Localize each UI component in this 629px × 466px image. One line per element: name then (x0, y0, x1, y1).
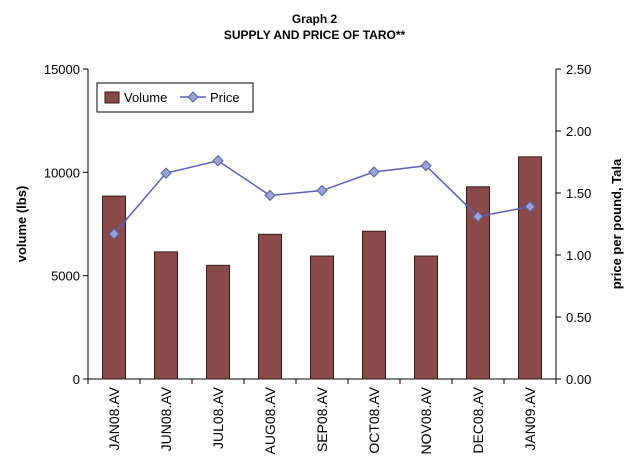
bar (310, 255, 334, 380)
price-point (160, 167, 172, 179)
legend-label-price: Price (210, 90, 240, 105)
price-point (472, 210, 484, 223)
price-point (108, 228, 120, 240)
bar (102, 195, 126, 380)
y-tick-label-right: 2.50 (566, 62, 591, 77)
legend-label-volume: Volume (124, 90, 167, 105)
bar (258, 233, 282, 380)
legend-box (96, 82, 254, 113)
x-tick-label: AUG08.AV (262, 386, 278, 454)
chart-subtitle: SUPPLY AND PRICE OF TARO** (223, 28, 406, 42)
bar (154, 251, 178, 380)
y-tick-label-left: 10000 (44, 165, 80, 180)
price-point (212, 155, 224, 167)
y-tick-label-right: 1.00 (566, 248, 591, 263)
y-axis-title-left: volume (lbs) (14, 186, 29, 263)
y-tick-label-left: 5000 (51, 269, 80, 284)
bar (518, 156, 542, 380)
bar (206, 264, 230, 380)
x-tick-label: OCT08.AV (366, 386, 382, 453)
legend-swatch-price-marker (187, 91, 199, 103)
y-tick-label-left: 15000 (44, 62, 80, 77)
bar (466, 186, 490, 380)
bar (414, 255, 438, 380)
bar (362, 230, 386, 380)
legend-swatch-volume (104, 91, 120, 104)
price-point (264, 189, 276, 202)
y-tick-label-right: 1.50 (566, 186, 591, 201)
y-tick-label-right: 0.50 (566, 310, 591, 325)
x-tick-label: NOV08.AV (418, 386, 434, 454)
y-tick-label-left: 0 (73, 372, 80, 387)
y-axis-title-right: price per pound, Tala (609, 158, 624, 289)
x-tick-label: JAN08.AV (106, 386, 122, 450)
y-tick-label-right: 0.00 (566, 372, 591, 387)
chart-title: Graph 2 (291, 12, 338, 26)
x-tick-label: JUN08.AV (158, 386, 174, 451)
x-tick-label: JAN09.AV (522, 386, 538, 450)
x-tick-label: SEP08.AV (314, 386, 330, 452)
price-point (368, 166, 380, 178)
x-tick-label: JUL08.AV (210, 386, 226, 449)
x-tick-label: DEC08.AV (470, 386, 486, 453)
price-point (524, 200, 536, 213)
price-point (420, 160, 432, 172)
y-tick-label-right: 2.00 (566, 124, 591, 139)
price-point (316, 184, 328, 197)
